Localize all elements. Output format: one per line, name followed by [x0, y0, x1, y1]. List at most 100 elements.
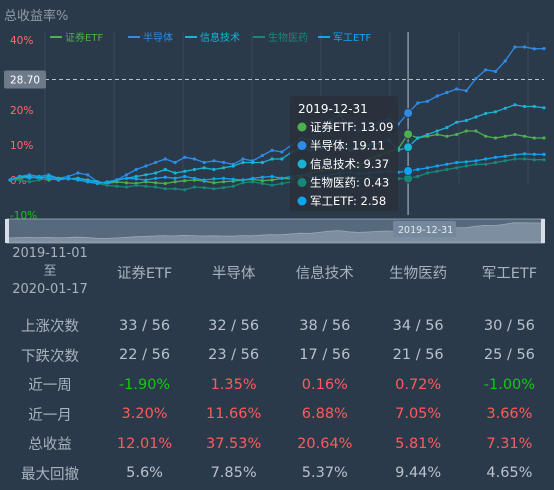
date-range: 2019-11-01 至 2020-01-17: [0, 233, 100, 311]
legend-label: 生物医药: [268, 31, 308, 44]
data-point: [455, 120, 459, 124]
col-header: 信息技术: [295, 265, 354, 282]
data-point: [484, 111, 488, 116]
data-point: [202, 178, 206, 182]
data-point: [173, 187, 177, 191]
zoom-handle-right: [541, 219, 545, 243]
legend-label: 信息技术: [200, 31, 240, 44]
stat-cell: 9.44%: [395, 465, 442, 482]
data-point: [212, 187, 216, 191]
chart-title: 总收益率%: [4, 8, 68, 24]
data-point: [76, 178, 80, 182]
range-end: 2020-01-17: [12, 282, 88, 297]
stats-table: 2019-11-01 至 2020-01-17 证券ETF 半导体 信息技术 生…: [0, 233, 554, 488]
data-point: [270, 183, 274, 187]
row-label: 近一月: [28, 407, 72, 424]
data-point: [416, 174, 420, 179]
tooltip-marker: [297, 159, 307, 169]
data-point: [464, 118, 468, 123]
stat-cell: 7.85%: [210, 465, 257, 482]
row-label: 上涨次数: [21, 319, 79, 336]
y-tick-label: 40%: [10, 35, 33, 47]
data-point: [154, 171, 158, 175]
data-point: [27, 180, 31, 184]
data-point: [542, 158, 546, 162]
data-point: [173, 180, 177, 184]
data-point: [464, 160, 468, 164]
stat-cell: 38 / 56: [299, 317, 351, 334]
data-point: [183, 155, 187, 159]
row-label: 总收益: [28, 437, 72, 454]
data-point: [134, 183, 138, 187]
data-point: [513, 45, 517, 49]
stat-cell: 5.81%: [395, 435, 442, 452]
data-point: [523, 152, 527, 156]
stat-cell: 37.53%: [205, 435, 262, 452]
data-point: [532, 47, 536, 51]
legend-label: 证券ETF: [65, 31, 103, 44]
data-point: [212, 177, 216, 181]
col-header: 半导体: [211, 265, 256, 282]
stat-cell: 7.31%: [486, 435, 533, 452]
data-point: [173, 176, 177, 180]
highlight-point: [403, 142, 414, 153]
stat-cell: 6.88%: [301, 406, 348, 423]
stat-cell: 7.05%: [395, 406, 442, 423]
data-point: [513, 157, 517, 161]
data-point: [134, 177, 138, 181]
data-point: [56, 178, 61, 182]
data-point: [270, 178, 274, 182]
stat-cell: 21 / 56: [392, 347, 444, 364]
data-point: [260, 181, 264, 186]
data-point: [105, 180, 109, 184]
data-point: [542, 47, 546, 51]
range-start: 2019-11-01: [12, 246, 88, 261]
data-point: [280, 181, 284, 186]
data-point: [124, 181, 129, 185]
data-point: [455, 166, 459, 170]
data-point: [183, 169, 187, 173]
data-point: [18, 178, 22, 182]
data-point: [445, 162, 449, 166]
data-point: [493, 160, 498, 165]
data-point: [163, 167, 167, 172]
data-point: [154, 160, 158, 165]
stat-cell: 23 / 56: [208, 347, 260, 364]
data-point: [542, 152, 546, 156]
series-line: [9, 130, 544, 185]
data-point: [503, 106, 507, 110]
data-point: [76, 171, 80, 175]
data-point: [134, 174, 138, 179]
stat-cell: 32 / 56: [208, 317, 260, 334]
stat-cell: 5.6%: [126, 465, 163, 482]
data-point: [163, 187, 167, 191]
data-point: [105, 183, 109, 187]
data-point: [231, 164, 235, 168]
data-point: [251, 176, 255, 180]
y-tick-label: 10%: [10, 140, 33, 152]
data-point: [474, 115, 478, 119]
data-point: [192, 176, 197, 180]
stat-cell: 4.65%: [486, 465, 533, 482]
data-point: [37, 178, 41, 182]
data-point: [474, 159, 478, 163]
col-header: 证券ETF: [116, 265, 173, 282]
data-point: [154, 185, 158, 189]
data-point: [95, 181, 99, 186]
stats-row: 最大回撤 5.6% 7.85% 5.37% 9.44% 4.65%: [0, 459, 554, 489]
data-point: [523, 157, 527, 161]
data-point: [532, 152, 536, 156]
data-point: [260, 175, 264, 179]
data-point: [464, 89, 468, 93]
stat-cell: -1.90%: [118, 376, 171, 393]
data-point: [445, 125, 449, 130]
data-point: [251, 180, 255, 184]
data-point: [484, 68, 488, 72]
data-point: [260, 160, 264, 165]
line-chart[interactable]: 总收益率%40%30%20%10%0%-10%证券ETF半导体信息技术生物医药军…: [0, 0, 554, 248]
data-point: [523, 134, 527, 138]
y-tick-label: 20%: [10, 105, 33, 117]
crosshair-x-label: 2019-12-31: [398, 225, 453, 236]
data-point: [416, 136, 420, 140]
